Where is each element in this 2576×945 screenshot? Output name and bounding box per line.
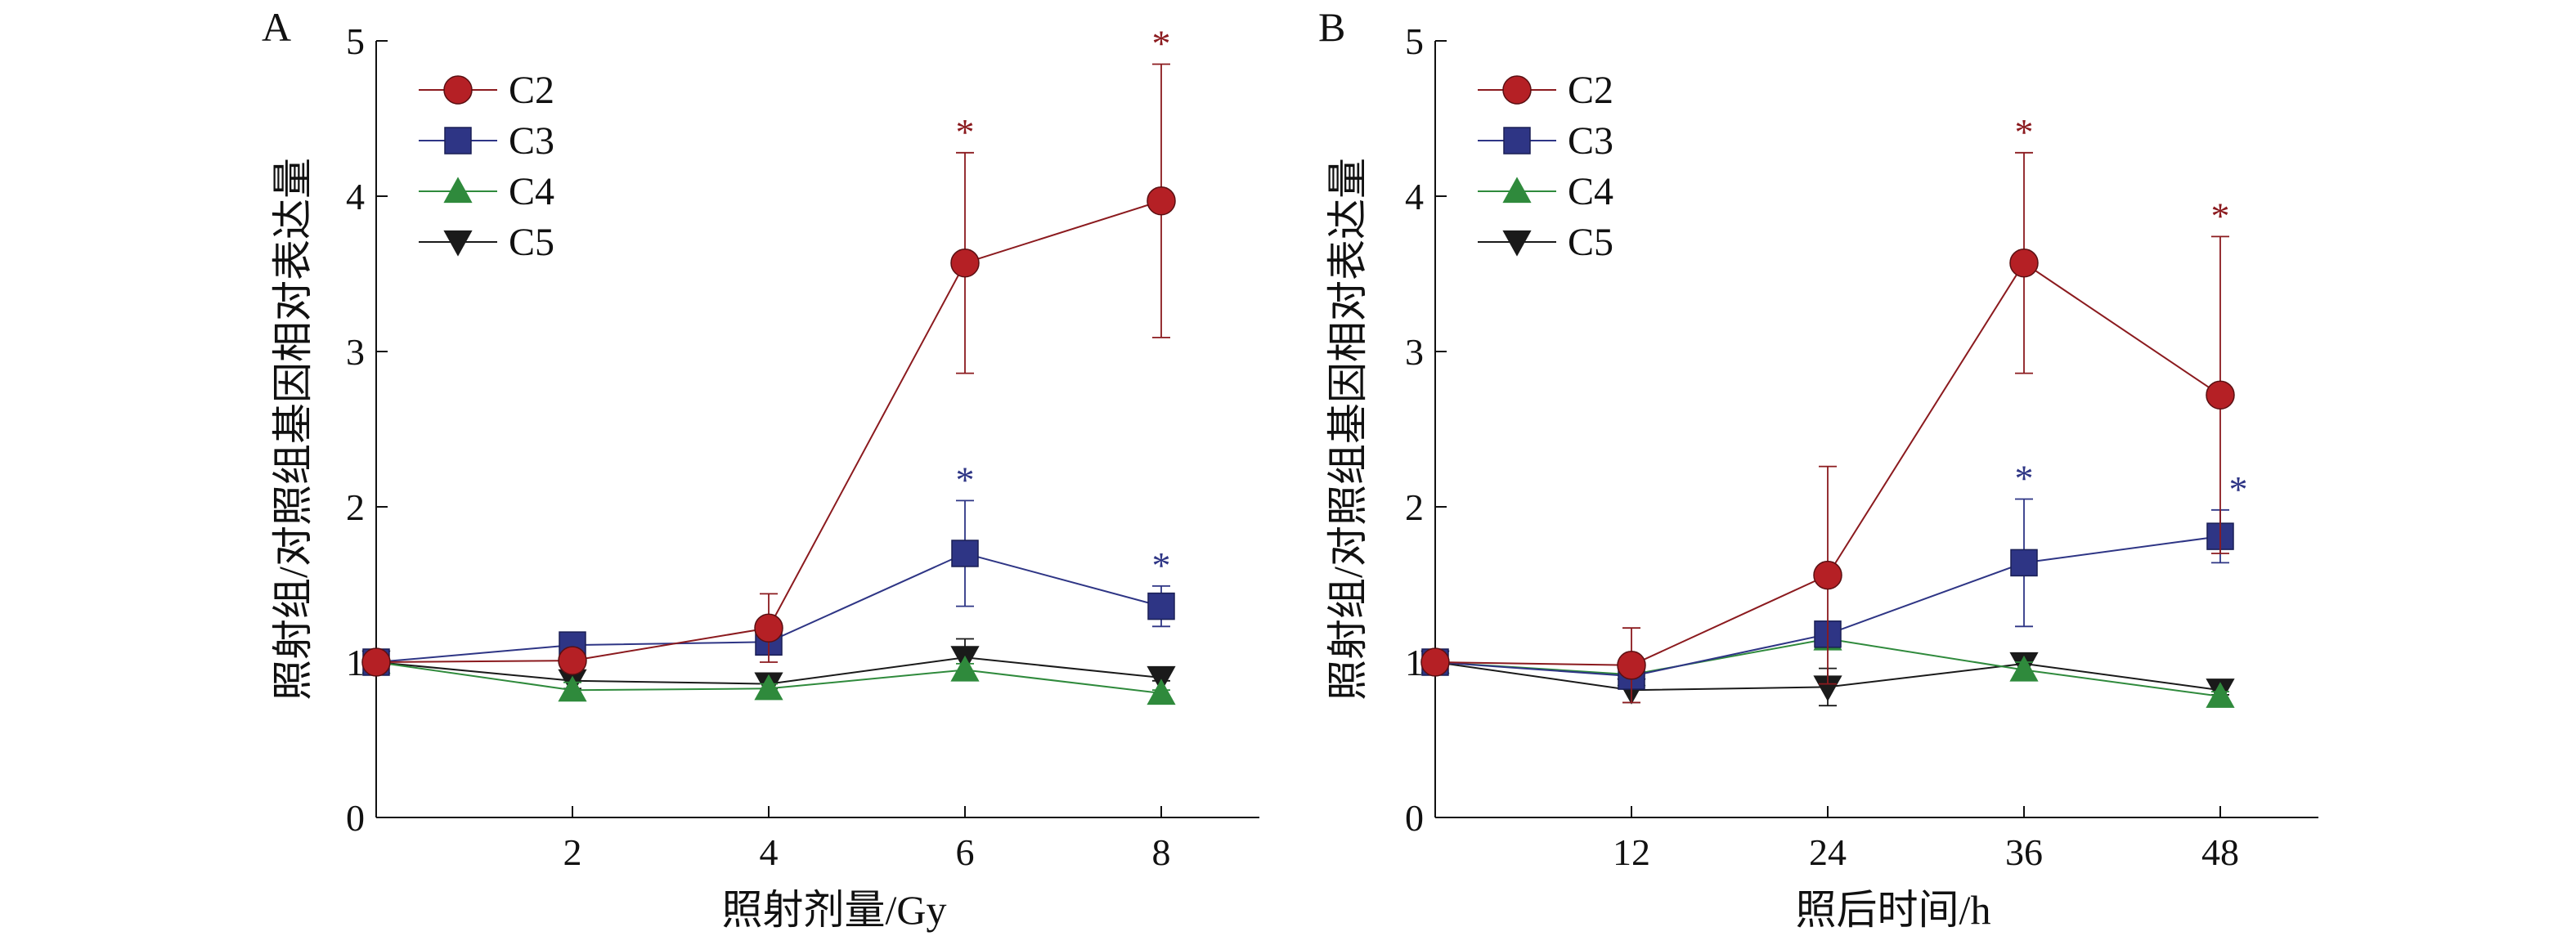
- y-tick-label: 4: [1405, 176, 1424, 217]
- legend-label: C5: [509, 221, 554, 264]
- significance-mark: *: [956, 111, 975, 153]
- legend: C2 C3 C4 C5: [419, 69, 554, 264]
- data-point: [1147, 592, 1175, 620]
- x-tick-label: 2: [563, 831, 582, 873]
- x-axis-title: 照射剂量/Gy: [722, 887, 947, 933]
- legend: C2 C3 C4 C5: [1478, 69, 1613, 264]
- data-point: [1147, 679, 1176, 705]
- significance-mark: *: [1152, 23, 1171, 65]
- data-point: [558, 675, 587, 702]
- x-tick-label: 48: [2201, 831, 2239, 873]
- significance-mark: *: [956, 459, 975, 500]
- legend-label: C5: [1568, 221, 1613, 264]
- x-tick-label: 12: [1613, 831, 1650, 873]
- legend-marker: [1502, 75, 1532, 105]
- y-tick-label: 1: [346, 642, 365, 683]
- legend-label: C2: [1568, 69, 1613, 112]
- y-tick-label: 5: [346, 20, 365, 62]
- series-c2: **: [361, 23, 1176, 677]
- y-tick-label: 3: [346, 331, 365, 373]
- y-tick-label: 4: [346, 176, 365, 217]
- legend-marker: [443, 75, 473, 105]
- data-point: [1420, 647, 1450, 677]
- data-point: [2206, 380, 2235, 410]
- data-point: [2206, 682, 2235, 708]
- x-axis-title: 照后时间/h: [1796, 887, 1991, 933]
- y-axis-title: 照射组/对照组基因相对表达量: [1325, 158, 1371, 701]
- data-point: [2009, 655, 2039, 682]
- legend-marker: [443, 177, 473, 204]
- legend-marker: [1502, 230, 1532, 257]
- y-tick-label: 1: [1405, 642, 1424, 683]
- data-point: [754, 613, 783, 643]
- significance-mark: *: [2211, 195, 2230, 236]
- legend-label: C3: [1568, 119, 1613, 163]
- legend-label: C4: [509, 170, 554, 213]
- panel-label: B: [1318, 4, 1345, 50]
- significance-mark: *: [1152, 544, 1171, 586]
- legend-marker: [1502, 177, 1532, 204]
- data-point: [1147, 186, 1176, 216]
- legend-marker: [443, 230, 473, 257]
- legend-label: C3: [509, 119, 554, 163]
- x-tick-label: 8: [1152, 831, 1171, 873]
- data-point: [1813, 675, 1842, 701]
- legend-marker: [444, 127, 472, 155]
- y-tick-label: 2: [1405, 486, 1424, 528]
- significance-mark: *: [2229, 468, 2248, 510]
- data-point: [1617, 651, 1646, 680]
- data-point: [950, 248, 980, 278]
- x-tick-label: 24: [1809, 831, 1847, 873]
- data-point: [2010, 549, 2038, 577]
- y-tick-label: 5: [1405, 20, 1424, 62]
- y-tick-label: 2: [346, 486, 365, 528]
- data-point: [950, 655, 980, 682]
- y-tick-label: 0: [1405, 797, 1424, 839]
- data-point: [1813, 560, 1842, 590]
- legend-label: C2: [509, 69, 554, 112]
- data-point: [361, 647, 391, 677]
- series-c2: **: [1420, 111, 2235, 704]
- legend-marker: [1503, 127, 1531, 155]
- series-line: [375, 199, 1162, 663]
- panel-label: A: [262, 4, 291, 50]
- y-tick-label: 0: [346, 797, 365, 839]
- legend-label: C4: [1568, 170, 1613, 213]
- data-point: [2009, 248, 2039, 278]
- data-point: [558, 646, 587, 675]
- x-tick-label: 36: [2005, 831, 2043, 873]
- y-tick-label: 3: [1405, 331, 1424, 373]
- data-point: [951, 540, 979, 567]
- significance-mark: *: [2015, 111, 2034, 153]
- significance-mark: *: [2015, 458, 2034, 499]
- x-tick-label: 6: [956, 831, 975, 873]
- data-point: [754, 674, 783, 701]
- x-tick-label: 4: [760, 831, 779, 873]
- y-axis-title: 照射组/对照组基因相对表达量: [270, 158, 316, 701]
